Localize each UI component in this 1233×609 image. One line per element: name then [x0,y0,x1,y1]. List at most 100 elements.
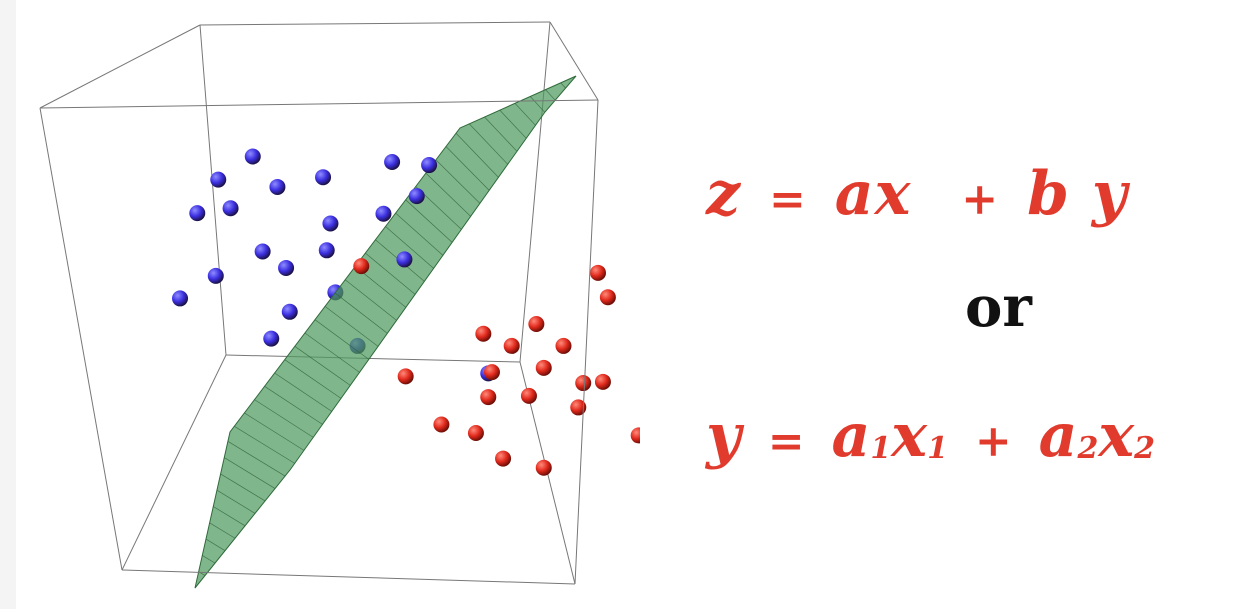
3d-classification-diagram [39,21,640,589]
plane-mesh-line [224,457,276,489]
box-edge-floor-left [121,354,227,571]
blue-point [396,251,413,268]
red-point [475,325,492,342]
box-edge-back-top [199,21,551,26]
blue-point [172,290,189,307]
eq1-plus: + [961,174,1000,225]
plane-mesh-line [314,319,370,360]
blue-point [263,330,280,347]
box-edge-top-right [549,21,599,101]
box-edge-front-right [574,99,599,585]
red-point [594,373,611,390]
box-edge-front-left [39,107,123,571]
plane-mesh-line [514,103,536,126]
plane-mesh-line [344,279,397,321]
eq2-term1-var-sub: 1 [927,431,948,466]
eq2-term2-var: x [1098,401,1135,471]
plane-mesh-line [365,252,416,295]
red-point [528,315,545,332]
plane-mesh-line [560,82,566,89]
box-edge-front-bottom [121,569,576,585]
plane-mesh-line [395,212,444,256]
red-point [599,289,616,306]
red-point [495,450,512,467]
plane-mesh-line [445,146,490,191]
plane-mesh-line [545,89,556,101]
plane-mesh-line [209,522,236,539]
plane-mesh-line [385,226,434,269]
points-front-of-plane [353,153,640,476]
red-point [483,364,500,381]
plane-mesh-line [213,506,246,527]
eq1-term2-var: y [1091,159,1128,229]
eq1-lhs: z [706,159,742,229]
blue-point [322,215,339,232]
red-point [590,264,607,281]
red-point [503,337,520,354]
plane-mesh-line [324,306,379,347]
eq1-term1-var: x [874,159,912,229]
box-edge-top-left [39,24,201,109]
plane-mesh-line [469,123,508,165]
plane-mesh-line [264,386,323,425]
blue-point [315,169,332,186]
plane-mesh-line [334,292,388,334]
blue-point [254,243,271,260]
box-edge-back-bottom [225,354,521,363]
eq2-term1-coef: a [831,401,871,471]
blue-point [210,171,227,188]
connector-or: or [965,274,1032,340]
blue-point [281,303,298,320]
red-point [535,359,552,376]
plane-mesh-line [425,172,471,217]
blue-point [375,205,392,222]
box-back-edges [121,21,576,585]
plane-mesh-line [244,412,305,451]
plane-mesh-line [274,372,332,412]
eq1-term2-coef: b [1027,159,1071,229]
red-point [433,416,450,433]
red-point [520,387,537,404]
blue-point [269,178,286,195]
eq2-term1-coef-sub: 1 [870,431,892,466]
equation-plane-y: y = a1x1 + a2x2 [706,396,1155,487]
red-point [480,389,497,406]
plane-mesh-line [304,332,360,373]
plane-mesh-line [220,473,266,502]
red-point [535,459,552,476]
eq2-term2-coef: a [1038,401,1078,471]
blue-point [384,153,401,170]
red-point [570,399,587,416]
plane-mesh-line [254,399,314,438]
plane-mesh-line [205,538,226,551]
red-point [467,424,484,441]
red-point [555,337,572,354]
equation-plane-z: z = ax + b y [706,154,1128,240]
box-front-edges [39,21,599,585]
plane-mesh-line [234,425,295,464]
blue-point [278,259,295,276]
eq2-term2-coef-sub: 2 [1077,431,1099,466]
plane-mesh-line [484,116,518,152]
eq2-equals: = [767,416,805,467]
plane-mesh-line [455,132,499,178]
blue-point [207,267,224,284]
box-edge-back-left [199,24,227,356]
plane-mesh-line [499,109,527,139]
left-margin-strip [0,0,16,609]
plane-mesh-line [227,441,286,477]
box-edge-front-top [39,99,599,109]
eq1-equals: = [768,174,807,225]
eq2-term2-var-sub: 2 [1134,431,1156,466]
plane-mesh-line [435,159,481,204]
eq1-term1-coef: a [834,159,875,229]
plane-mesh-line [202,555,216,564]
points-behind-plane [172,148,366,354]
blue-point [408,188,425,205]
red-point [397,368,414,385]
plane-mesh-line [216,489,256,514]
eq2-plus: + [974,416,1012,467]
plane-mesh-line [530,96,546,113]
eq2-term1-var: x [891,401,928,471]
box-edge-back-right [519,21,551,363]
